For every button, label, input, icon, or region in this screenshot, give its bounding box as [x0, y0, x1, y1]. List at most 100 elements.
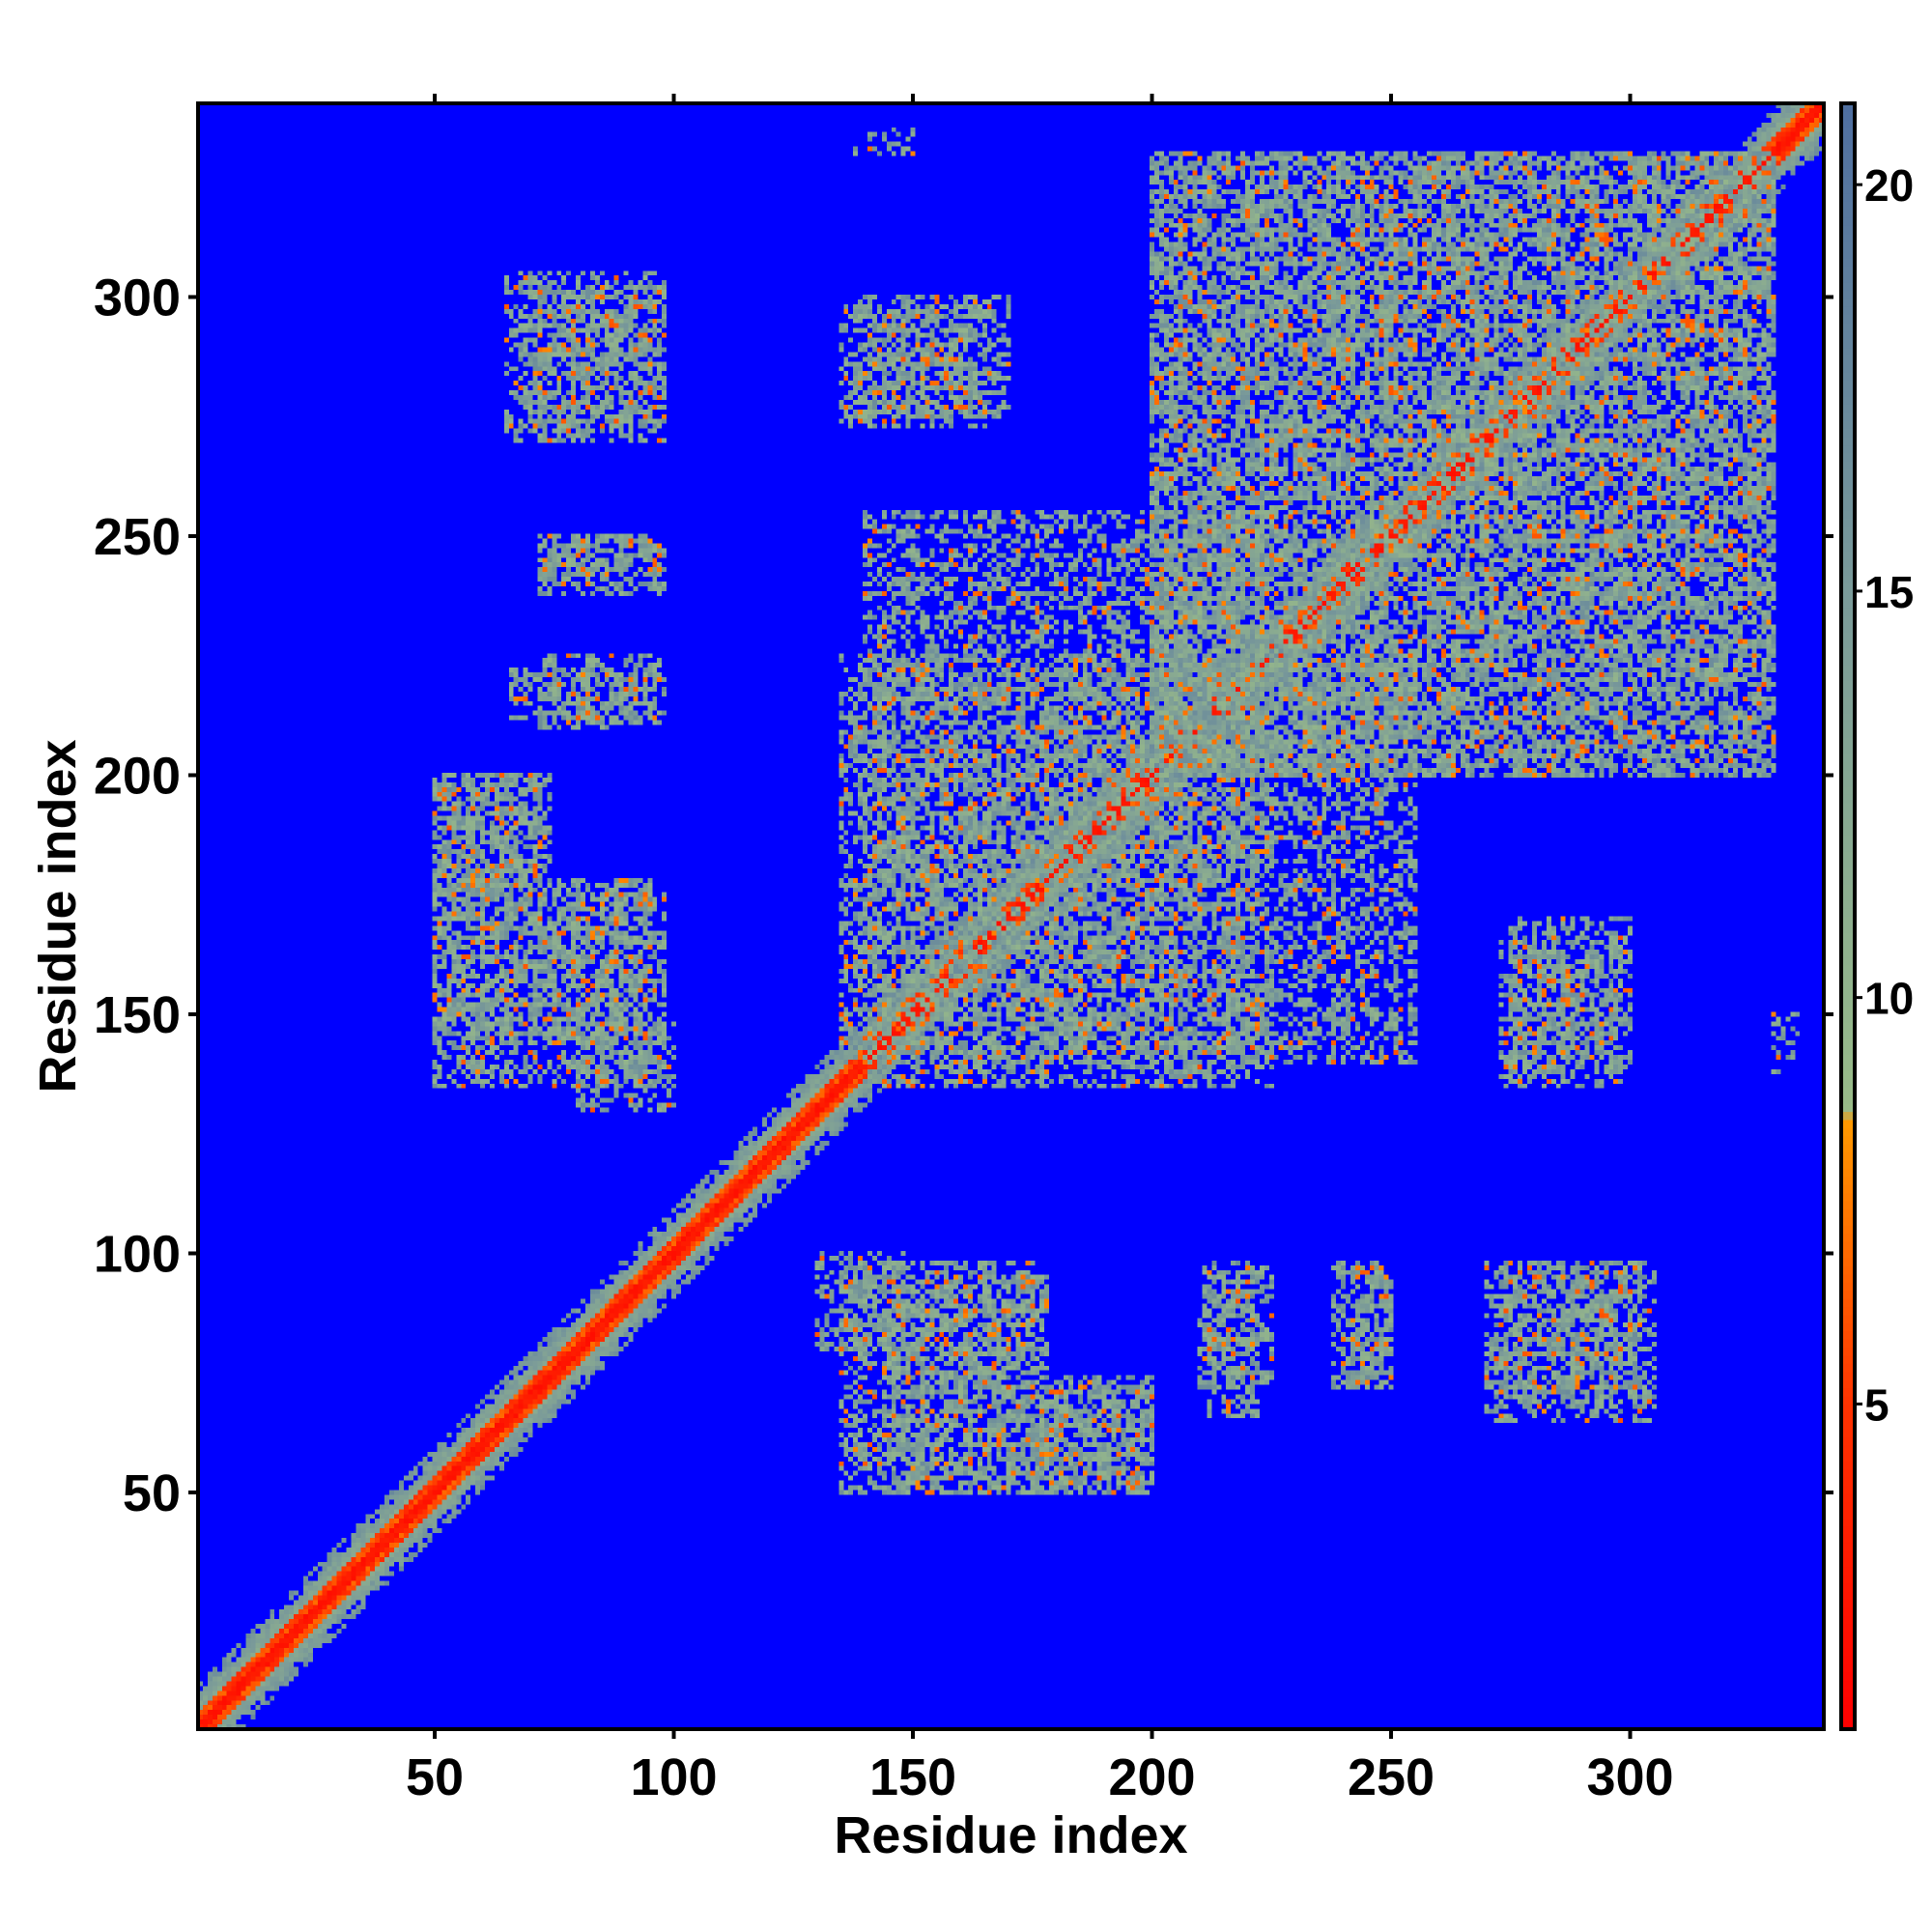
colorbar-segment	[1841, 1615, 1855, 1625]
colorbar-segment	[1841, 1501, 1855, 1511]
colorbar-segment	[1841, 623, 1855, 633]
colorbar-segment	[1841, 1013, 1855, 1023]
colorbar-segment	[1841, 1119, 1855, 1128]
colorbar-segment	[1841, 1566, 1855, 1576]
colorbar-segment	[1841, 1558, 1855, 1568]
colorbar-segment	[1841, 688, 1855, 697]
colorbar-segment	[1841, 1371, 1855, 1380]
colorbar-frame	[1839, 101, 1857, 1731]
colorbar-segment	[1841, 1006, 1855, 1015]
colorbar-segment	[1841, 1021, 1855, 1031]
colorbar-segment	[1841, 1298, 1855, 1308]
colorbar-segment	[1841, 119, 1855, 128]
colorbar-segment	[1841, 639, 1855, 649]
colorbar-segment	[1841, 575, 1855, 584]
colorbar-segment	[1841, 404, 1855, 413]
colorbar-segment	[1841, 607, 1855, 616]
colorbar-segment	[1841, 1575, 1855, 1584]
colorbar-segment	[1841, 1176, 1855, 1185]
colorbar-segment	[1841, 509, 1855, 519]
colorbar-segment	[1841, 1354, 1855, 1364]
colorbar-segment	[1841, 582, 1855, 592]
colorbar-segment	[1841, 1216, 1855, 1226]
colorbar-segment	[1841, 1233, 1855, 1242]
colorbar-segment	[1841, 103, 1855, 113]
colorbar-segment	[1841, 721, 1855, 730]
colorbar-segment	[1841, 526, 1855, 535]
colorbar-segment	[1841, 1322, 1855, 1332]
colorbar-segment	[1841, 306, 1855, 316]
colorbar-segment	[1841, 1330, 1855, 1340]
colorbar-segment	[1841, 542, 1855, 552]
colorbar-segment	[1841, 1485, 1855, 1494]
colorbar-segment	[1841, 647, 1855, 657]
colorbar-segment	[1841, 282, 1855, 292]
colorbar-segment	[1841, 1273, 1855, 1283]
colorbar-segment	[1841, 1395, 1855, 1405]
colorbar-segment	[1841, 859, 1855, 868]
colorbar-segment	[1841, 1363, 1855, 1373]
colorbar-segment	[1841, 363, 1855, 373]
colorbar-segment	[1841, 371, 1855, 381]
colorbar-segment	[1841, 932, 1855, 942]
colorbar-segment	[1841, 1379, 1855, 1389]
colorbar-segment	[1841, 135, 1855, 145]
colorbar-segment	[1841, 469, 1855, 478]
colorbar-segment	[1841, 940, 1855, 950]
colorbar-segment	[1841, 1208, 1855, 1218]
colorbar-segment	[1841, 242, 1855, 251]
colorbar-segment	[1841, 444, 1855, 454]
colorbar-segment	[1841, 1672, 1855, 1682]
colorbar-segment	[1841, 216, 1855, 226]
y-tick-label: 200	[94, 747, 181, 805]
colorbar-segment	[1841, 501, 1855, 511]
colorbar-segment	[1841, 656, 1855, 666]
colorbar-segment	[1841, 851, 1855, 861]
colorbar-segment	[1841, 1656, 1855, 1665]
colorbar-segment	[1841, 842, 1855, 852]
colorbar-segment	[1841, 875, 1855, 885]
colorbar-segment	[1841, 1428, 1855, 1437]
colorbar-segment	[1841, 923, 1855, 933]
colorbar-segment	[1841, 314, 1855, 324]
colorbar-segment	[1841, 1590, 1855, 1600]
colorbar-segment	[1841, 452, 1855, 462]
colorbar-segment	[1841, 737, 1855, 747]
colorbar-segment	[1841, 728, 1855, 738]
colorbar-segment	[1841, 380, 1855, 389]
colorbar-segment	[1841, 200, 1855, 210]
colorbar-segment	[1841, 1094, 1855, 1104]
colorbar-segment	[1841, 550, 1855, 559]
colorbar-segment	[1841, 1387, 1855, 1397]
colorbar-segment	[1841, 883, 1855, 893]
colorbar-segment	[1841, 989, 1855, 999]
colorbar-segment	[1841, 1159, 1855, 1169]
colorbar-segment	[1841, 1639, 1855, 1649]
colorbar-segment	[1841, 558, 1855, 568]
colorbar-segment	[1841, 1582, 1855, 1592]
colorbar-segment	[1841, 899, 1855, 909]
colorbar-segment	[1841, 428, 1855, 438]
y-tick-label: 100	[94, 1225, 181, 1283]
colorbar-segment	[1841, 347, 1855, 356]
colorbar-segment	[1841, 1070, 1855, 1080]
colorbar-segment	[1841, 412, 1855, 421]
colorbar-segment	[1841, 144, 1855, 154]
colorbar-segment	[1841, 664, 1855, 673]
colorbar-segment	[1841, 330, 1855, 340]
colorbar-segment	[1841, 111, 1855, 121]
x-tick-label: 150	[869, 1748, 956, 1806]
colorbar-segment	[1841, 1144, 1855, 1153]
x-axis-label: Residue index	[834, 1806, 1187, 1864]
colorbar-segment	[1841, 713, 1855, 723]
colorbar-segment	[1841, 1477, 1855, 1487]
colorbar-segment	[1841, 761, 1855, 771]
colorbar-segment	[1841, 1249, 1855, 1259]
colorbar-segment	[1841, 1241, 1855, 1251]
colorbar-segment	[1841, 566, 1855, 576]
colorbar-segment	[1841, 225, 1855, 235]
x-tick-label: 100	[630, 1748, 717, 1806]
colorbar-tick-label: 10	[1864, 974, 1914, 1024]
colorbar-segment	[1841, 152, 1855, 161]
colorbar-segment	[1841, 794, 1855, 804]
